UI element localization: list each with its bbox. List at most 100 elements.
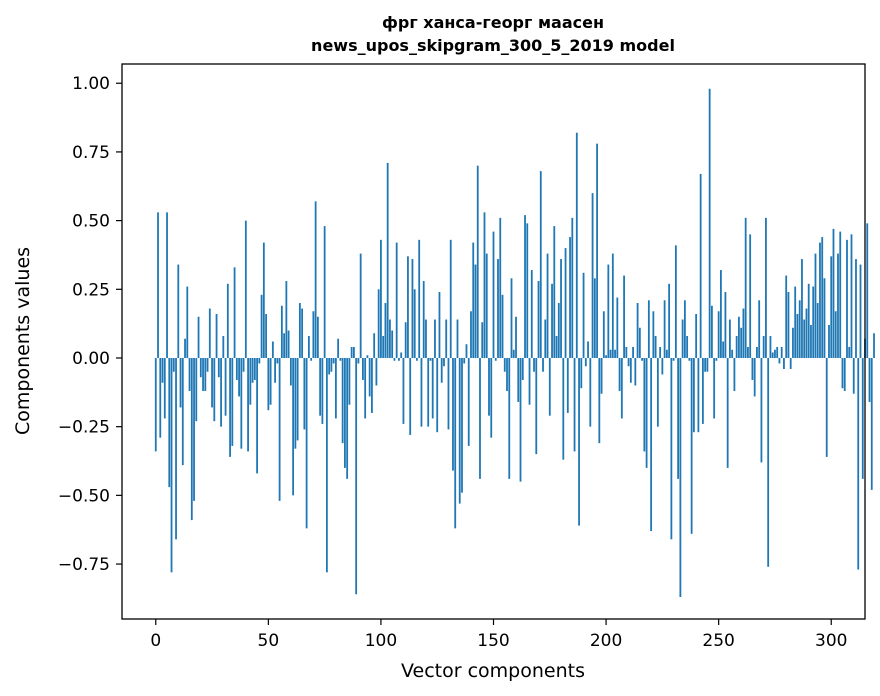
bar (848, 347, 851, 358)
bar (850, 234, 853, 358)
bar (701, 357, 704, 424)
bar (202, 357, 204, 391)
bar (771, 352, 774, 358)
bar (756, 347, 758, 358)
bar (238, 357, 240, 397)
y-tick-label: 0.50 (72, 212, 110, 232)
bar (548, 357, 551, 416)
bar (742, 308, 745, 358)
bar (503, 357, 506, 372)
bar (199, 357, 202, 378)
bar (289, 357, 292, 386)
x-tick-label: 250 (702, 631, 734, 651)
chart-title: фрг ханса-георг маасен (382, 13, 604, 32)
bar (776, 347, 779, 358)
bar (407, 256, 409, 358)
bar (512, 349, 515, 358)
bar (650, 357, 653, 532)
bar (731, 349, 734, 358)
bar (744, 217, 747, 358)
bar (785, 275, 788, 358)
bar (157, 212, 159, 358)
bar (452, 357, 454, 471)
bar (386, 162, 389, 358)
bar (688, 357, 691, 361)
bar (461, 357, 463, 493)
bar (474, 264, 477, 358)
bar (533, 357, 535, 372)
bar (217, 357, 220, 378)
bar (508, 357, 511, 479)
bar (620, 357, 623, 419)
bar (562, 357, 565, 460)
bar (458, 357, 461, 504)
bar (181, 357, 184, 466)
plot-frame (121, 63, 866, 620)
bar (170, 357, 173, 573)
bar (244, 220, 247, 358)
bar (551, 283, 553, 358)
bar (296, 357, 299, 441)
bar (400, 352, 403, 358)
bar (371, 357, 373, 413)
bar (463, 357, 466, 364)
bar (602, 311, 605, 358)
bar (465, 344, 468, 358)
bar (553, 226, 556, 358)
bar (449, 239, 452, 358)
bar (163, 357, 166, 419)
bar (292, 357, 295, 496)
bar (706, 357, 709, 372)
bar (713, 357, 716, 419)
bar (256, 357, 258, 474)
bar (584, 357, 587, 367)
bar (485, 253, 488, 358)
bar (384, 303, 387, 358)
bar (542, 357, 544, 372)
bar (749, 234, 752, 358)
bar (267, 357, 270, 411)
bar (670, 357, 673, 540)
bar (740, 327, 743, 358)
bar (436, 357, 439, 433)
bar (193, 357, 195, 501)
bar (589, 357, 592, 427)
bar (422, 281, 425, 358)
bar (521, 357, 524, 380)
bar (841, 357, 844, 389)
bar (695, 314, 698, 358)
bar (395, 242, 398, 358)
bar (774, 349, 776, 358)
bar (810, 325, 812, 358)
bar (722, 341, 725, 358)
bar (481, 322, 484, 358)
bar (674, 245, 677, 358)
bar (321, 357, 324, 424)
bar (409, 357, 412, 435)
bar (479, 357, 481, 479)
bar (634, 357, 637, 386)
bar (204, 357, 207, 391)
bar (332, 357, 335, 364)
bar (258, 357, 261, 364)
y-tick-label: −0.50 (58, 486, 110, 506)
bar (175, 357, 177, 540)
bar (616, 297, 619, 358)
bar (359, 253, 362, 358)
bar (427, 357, 430, 427)
bar (389, 319, 391, 358)
bar (307, 336, 310, 358)
bar (596, 143, 598, 358)
bar (398, 357, 400, 361)
bar (524, 215, 526, 358)
bar (368, 357, 371, 397)
bar (819, 242, 821, 358)
bar (582, 272, 585, 358)
bar (546, 253, 549, 358)
bar (499, 217, 502, 358)
bar (593, 278, 596, 358)
bar (186, 286, 189, 358)
x-axis-label: Vector components (401, 660, 585, 682)
bar (654, 336, 657, 358)
